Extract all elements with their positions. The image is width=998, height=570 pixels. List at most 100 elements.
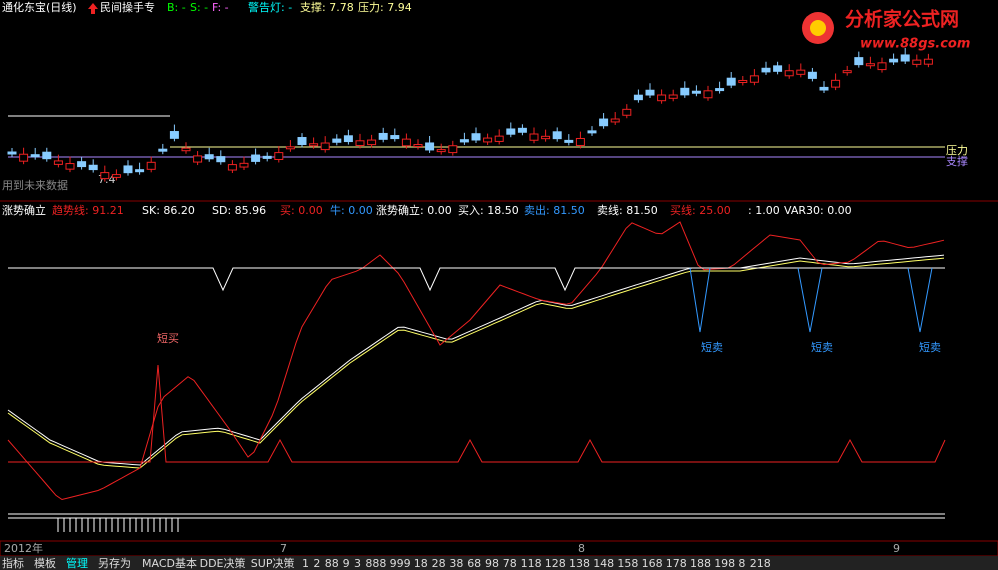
candle xyxy=(262,155,272,159)
header: 通化东宝(日线) 民间操手专 B: - S: - F: - 警告灯: - 支撑: 7.78 压… xyxy=(2,0,412,14)
tab[interactable]: 158 xyxy=(617,557,638,570)
candle xyxy=(703,90,713,99)
indicator-value: 涨势确立: 0.00 xyxy=(376,203,452,217)
candle xyxy=(401,138,411,147)
candle xyxy=(819,86,829,91)
tab[interactable]: 188 xyxy=(690,557,711,570)
trend-line xyxy=(7,221,945,501)
candle xyxy=(378,132,388,140)
buy-line xyxy=(8,364,946,463)
candle xyxy=(575,137,585,146)
tab[interactable]: 模板 xyxy=(34,556,56,570)
axis-label: 2012年 xyxy=(4,541,43,555)
candle xyxy=(796,69,806,75)
tab[interactable]: 78 xyxy=(503,557,517,570)
tab[interactable]: 218 xyxy=(750,557,771,570)
candle xyxy=(425,142,435,151)
candle xyxy=(100,172,110,180)
sell-label: 短卖 xyxy=(919,340,941,354)
candle xyxy=(726,77,736,86)
indicator-value: 买线: 25.00 xyxy=(670,203,731,217)
candle xyxy=(158,148,168,152)
candle xyxy=(332,138,342,143)
sell-signal xyxy=(907,267,933,333)
candle xyxy=(483,137,493,143)
indicator-name: 涨势确立 xyxy=(2,203,46,217)
sell-label: 短卖 xyxy=(811,340,833,354)
candle xyxy=(448,145,458,154)
candle xyxy=(691,90,701,94)
tab[interactable]: 88 xyxy=(325,557,339,570)
indicator-value: 买: 0.00 xyxy=(280,204,323,217)
candle xyxy=(622,108,632,116)
tab[interactable]: 3 xyxy=(354,557,361,570)
tab[interactable]: 148 xyxy=(593,557,614,570)
future-note: 用到未来数据 xyxy=(2,178,68,192)
header-text: 通化东宝(日线) xyxy=(2,0,77,14)
indicator-value: SD: 85.96 xyxy=(212,204,266,217)
sell-signal xyxy=(689,267,711,333)
tab[interactable]: 管理 xyxy=(66,556,88,570)
candle xyxy=(169,131,179,139)
candle xyxy=(645,89,655,96)
tab[interactable]: 1 xyxy=(302,557,309,570)
tab[interactable]: 198 xyxy=(714,557,735,570)
candle xyxy=(517,127,527,133)
tab[interactable]: 2 xyxy=(313,557,320,570)
candle xyxy=(784,70,794,77)
tab[interactable]: 8 xyxy=(738,557,745,570)
candle xyxy=(633,94,643,101)
candle xyxy=(146,161,156,170)
support-label: 支撑 xyxy=(946,154,968,168)
tab[interactable]: 118 xyxy=(521,557,542,570)
candle xyxy=(842,70,852,74)
tab[interactable]: 18 xyxy=(414,557,428,570)
candle xyxy=(657,94,667,102)
tab[interactable]: 178 xyxy=(666,557,687,570)
header-text: 民间操手专 xyxy=(100,0,155,14)
candle xyxy=(285,146,295,150)
header-text: 警告灯: - xyxy=(248,0,292,14)
candle xyxy=(65,163,75,170)
header-text: F: - xyxy=(212,1,229,14)
tab[interactable]: 999 xyxy=(390,557,411,570)
candle xyxy=(274,152,284,160)
tab[interactable]: 128 xyxy=(545,557,566,570)
candle xyxy=(715,88,725,92)
candle xyxy=(53,160,63,165)
header-text: S: - xyxy=(190,1,208,14)
tab[interactable]: 98 xyxy=(485,557,499,570)
tab[interactable]: 168 xyxy=(642,557,663,570)
indicator-value: VAR30: 0.00 xyxy=(784,204,852,217)
candle xyxy=(42,151,52,160)
tab[interactable]: 38 xyxy=(449,557,463,570)
tab[interactable]: SUP决策 xyxy=(251,556,295,570)
candle xyxy=(610,118,620,123)
candle xyxy=(761,67,771,73)
candle xyxy=(877,62,887,71)
tab[interactable]: 另存为 xyxy=(98,556,131,570)
candle xyxy=(355,140,365,146)
tab[interactable]: 888 xyxy=(365,557,386,570)
tab[interactable]: DDE决策 xyxy=(200,556,246,570)
candle xyxy=(529,133,539,141)
indicator-value: 卖线: 81.50 xyxy=(597,203,658,217)
candle xyxy=(204,154,214,160)
tab[interactable]: 指标 xyxy=(2,556,24,570)
tab[interactable]: 28 xyxy=(432,557,446,570)
tab[interactable]: 9 xyxy=(343,557,350,570)
candle xyxy=(831,79,841,88)
candle xyxy=(135,169,145,173)
candle xyxy=(889,58,899,63)
tab[interactable]: MACD基本 xyxy=(142,556,197,570)
comb xyxy=(57,518,179,532)
header-text: 压力: 7.94 xyxy=(358,1,412,14)
candle xyxy=(773,65,783,72)
tab-bar xyxy=(0,556,998,570)
candle xyxy=(541,135,551,140)
tab[interactable]: 68 xyxy=(467,557,481,570)
candle xyxy=(227,164,237,171)
tab[interactable]: 138 xyxy=(569,557,590,570)
